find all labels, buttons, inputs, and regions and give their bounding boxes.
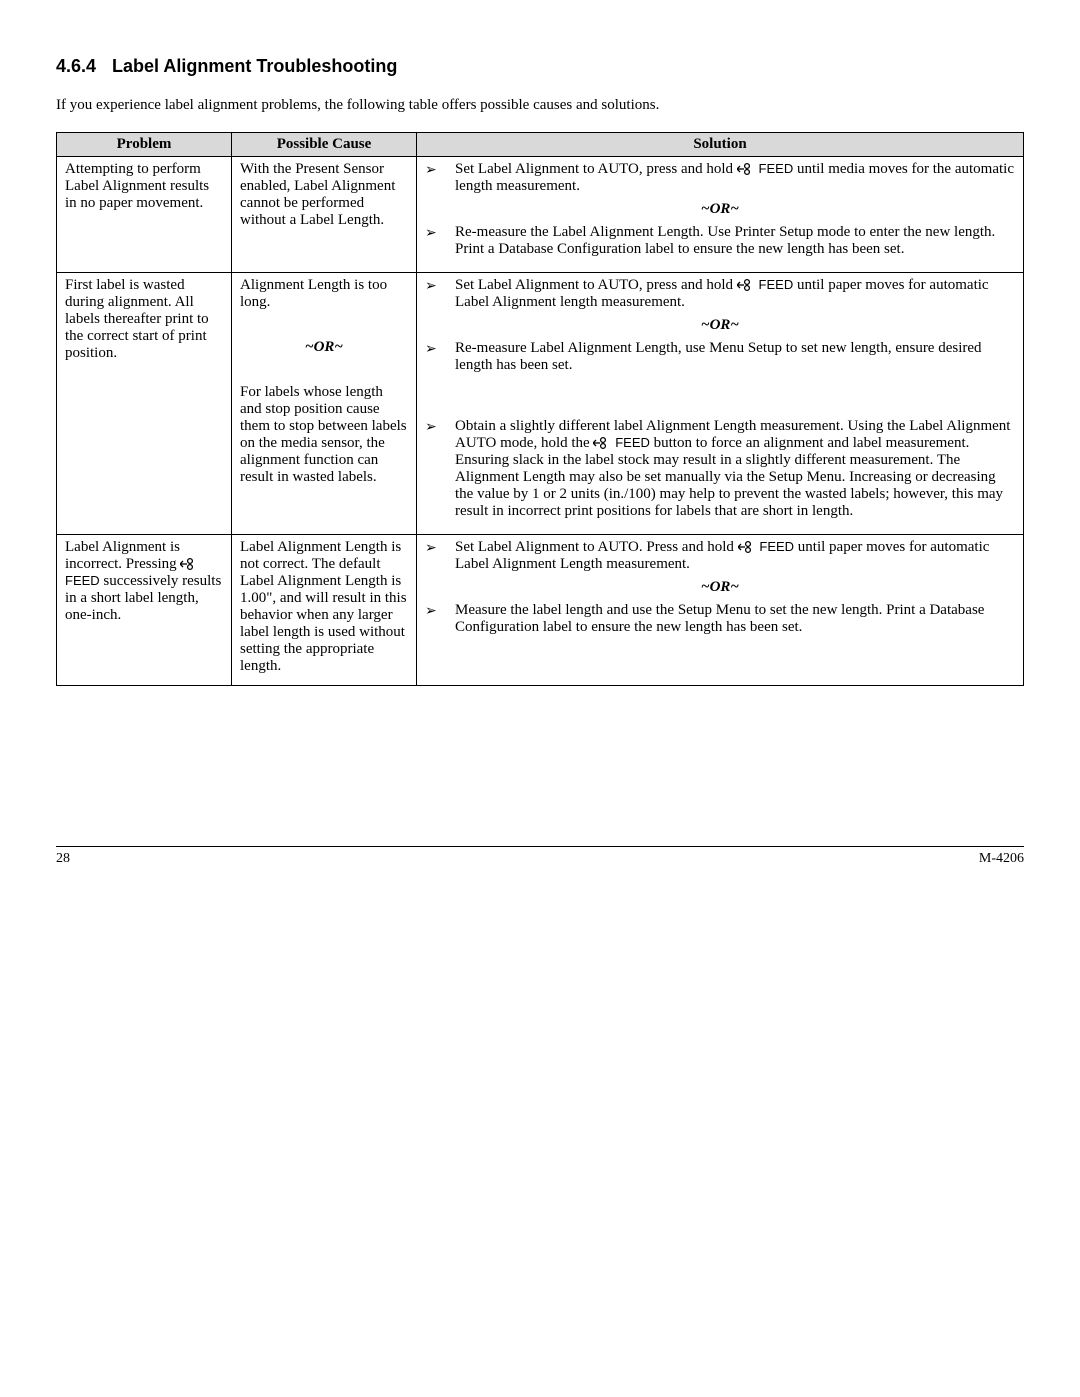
- cause-text: With the Present Sensor enabled, Label A…: [240, 161, 408, 229]
- section-title: Label Alignment Troubleshooting: [112, 56, 397, 76]
- section-number: 4.6.4: [56, 56, 96, 76]
- feed-icon: [737, 278, 753, 292]
- bullet-arrow-icon: ➢: [425, 602, 455, 621]
- bullet-arrow-icon: ➢: [425, 539, 455, 558]
- solution-item: ➢Obtain a slightly different label Align…: [425, 418, 1015, 520]
- solution-text: Re-measure Label Alignment Length, use M…: [455, 340, 1015, 374]
- feed-label: FEED: [65, 573, 100, 588]
- feed-icon: [180, 557, 196, 571]
- feed-icon: [738, 540, 754, 554]
- solution-item: ➢Re-measure Label Alignment Length, use …: [425, 340, 1015, 374]
- cause-cell: Label Alignment Length is not correct. T…: [232, 535, 417, 686]
- feed-label: FEED: [759, 539, 794, 554]
- bullet-arrow-icon: ➢: [425, 340, 455, 359]
- feed-label: FEED: [759, 161, 794, 176]
- intro-text: If you experience label alignment proble…: [56, 97, 1024, 114]
- cause-text: For labels whose length and stop positio…: [240, 384, 408, 486]
- solution-text: Set Label Alignment to AUTO. Press and h…: [455, 539, 1015, 573]
- feed-label: FEED: [759, 277, 794, 292]
- bullet-arrow-icon: ➢: [425, 224, 455, 243]
- solution-cell: ➢Set Label Alignment to AUTO. Press and …: [417, 535, 1024, 686]
- solution-item: ➢Set Label Alignment to AUTO. Press and …: [425, 539, 1015, 573]
- bullet-arrow-icon: ➢: [425, 418, 455, 437]
- problem-cell: First label is wasted during alignment. …: [57, 273, 232, 535]
- solution-text: Obtain a slightly different label Alignm…: [455, 418, 1015, 520]
- or-separator: ~OR~: [425, 317, 1015, 334]
- feed-icon: [737, 162, 753, 176]
- cause-text: Label Alignment Length is not correct. T…: [240, 539, 408, 675]
- solution-item: ➢Set Label Alignment to AUTO, press and …: [425, 277, 1015, 311]
- solution-cell: ➢Set Label Alignment to AUTO, press and …: [417, 157, 1024, 273]
- spacer: [425, 378, 1015, 418]
- cause-cell: With the Present Sensor enabled, Label A…: [232, 157, 417, 273]
- solution-text: Re-measure the Label Alignment Length. U…: [455, 224, 1015, 258]
- table-row: Attempting to perform Label Alignment re…: [57, 157, 1024, 273]
- bullet-arrow-icon: ➢: [425, 161, 455, 180]
- page-footer: 28 M-4206: [56, 846, 1024, 867]
- cause-text: Alignment Length is too long.: [240, 277, 408, 311]
- feed-label: FEED: [615, 435, 650, 450]
- solution-item: ➢Measure the label length and use the Se…: [425, 602, 1015, 636]
- solution-text: Set Label Alignment to AUTO, press and h…: [455, 277, 1015, 311]
- table-row: First label is wasted during alignment. …: [57, 273, 1024, 535]
- solution-item: ➢Set Label Alignment to AUTO, press and …: [425, 161, 1015, 195]
- col-header-cause: Possible Cause: [232, 133, 417, 157]
- feed-icon: [593, 436, 609, 450]
- cause-cell: Alignment Length is too long. ~OR~ For lab…: [232, 273, 417, 535]
- solution-cell: ➢Set Label Alignment to AUTO, press and …: [417, 273, 1024, 535]
- page-number: 28: [56, 851, 70, 867]
- or-separator: ~OR~: [425, 201, 1015, 218]
- col-header-problem: Problem: [57, 133, 232, 157]
- bullet-arrow-icon: ➢: [425, 277, 455, 296]
- problem-cell: Attempting to perform Label Alignment re…: [57, 157, 232, 273]
- troubleshooting-table: Problem Possible Cause Solution Attempti…: [56, 132, 1024, 686]
- section-heading: 4.6.4 Label Alignment Troubleshooting: [56, 56, 1024, 77]
- or-separator: ~OR~: [240, 339, 408, 356]
- document-model: M-4206: [979, 851, 1024, 867]
- table-row: Label Alignment is incorrect. Pressing F…: [57, 535, 1024, 686]
- col-header-solution: Solution: [417, 133, 1024, 157]
- solution-text: Set Label Alignment to AUTO, press and h…: [455, 161, 1015, 195]
- solution-item: ➢Re-measure the Label Alignment Length. …: [425, 224, 1015, 258]
- or-separator: ~OR~: [425, 579, 1015, 596]
- solution-text: Measure the label length and use the Set…: [455, 602, 1015, 636]
- problem-cell: Label Alignment is incorrect. Pressing F…: [57, 535, 232, 686]
